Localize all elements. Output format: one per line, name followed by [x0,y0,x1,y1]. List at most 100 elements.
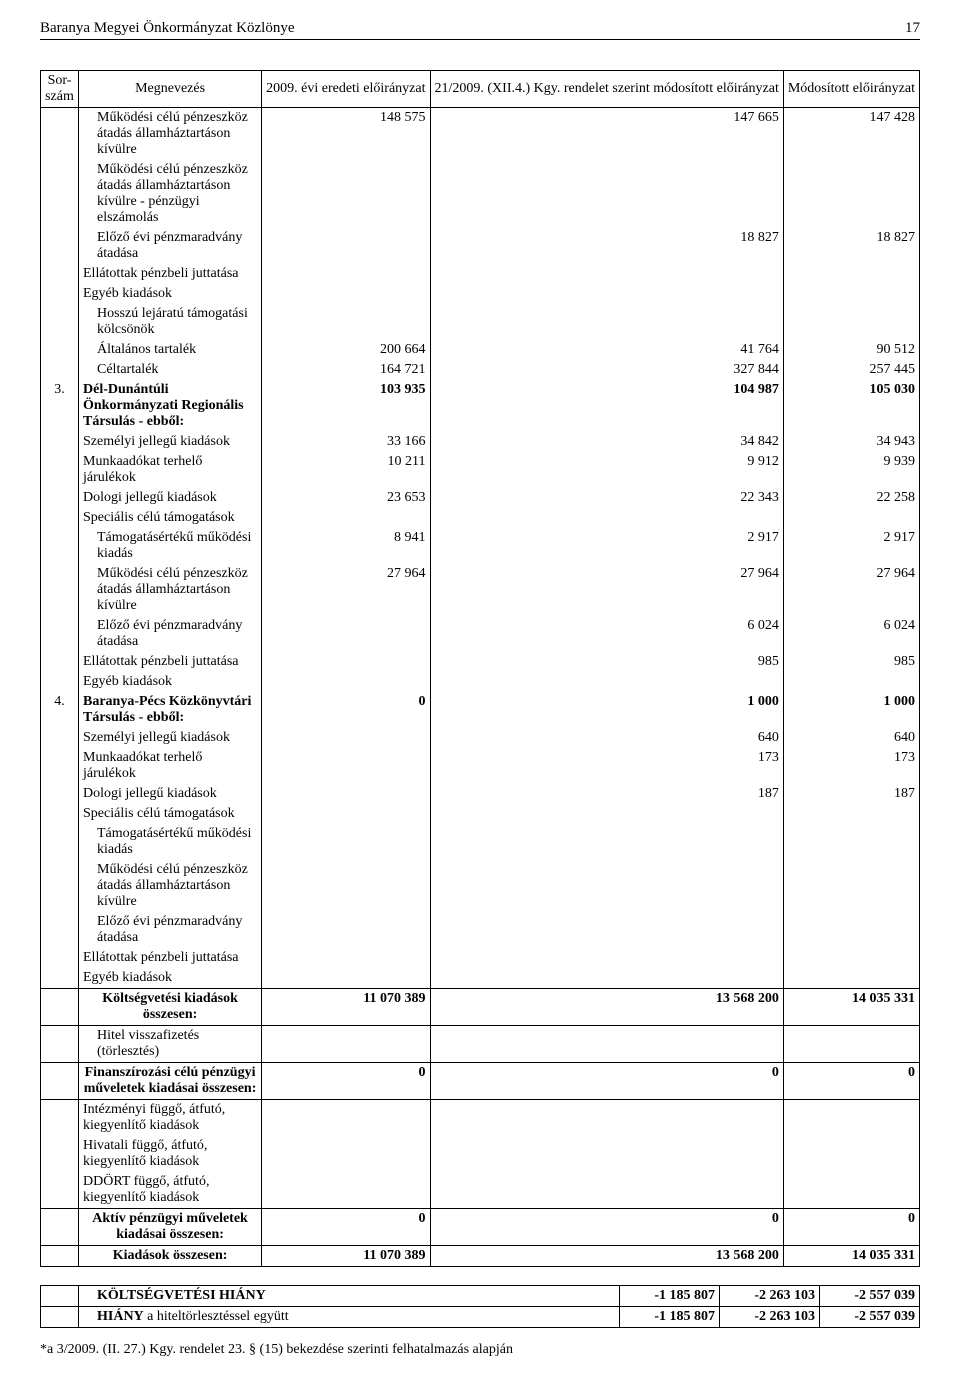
summary-row: Kiadások összesen:11 070 38913 568 20014… [41,1246,920,1267]
row-label: Személyi jellegű kiadások [79,432,262,452]
row-value: 0 [262,692,430,728]
footnote: *a 3/2009. (II. 27.) Kgy. rendelet 23. §… [40,1342,920,1358]
row-value [430,508,783,528]
row-value: 0 [430,1209,783,1246]
row-value: 0 [430,1063,783,1100]
row-sorszam [41,1136,79,1172]
row-sorszam [41,1063,79,1100]
row-value [262,160,430,228]
row-label: Speciális célú támogatások [79,508,262,528]
row-label: DDÖRT függő, átfutó, kiegyenlítő kiadáso… [79,1172,262,1209]
row-value [783,912,919,948]
row-value [783,1172,919,1209]
row-value [262,1136,430,1172]
table-row: Előző évi pénzmaradvány átadása 6 0246 02… [41,616,920,652]
row-value [783,672,919,692]
row-label: Személyi jellegű kiadások [79,728,262,748]
row-label: Ellátottak pénzbeli juttatása [79,948,262,968]
row-value [783,968,919,989]
col-megnevezes: Megnevezés [79,71,262,108]
row-label: Egyéb kiadások [79,672,262,692]
table-row: Támogatásértékű működési kiadás [41,824,920,860]
row-sorszam [41,284,79,304]
row-value [783,804,919,824]
row-value: 13 568 200 [430,989,783,1026]
row-sorszam: 3. [41,380,79,432]
row-sorszam [41,616,79,652]
col-sorszam: Sor-szám [41,71,79,108]
row-value: 22 343 [430,488,783,508]
row-label: Ellátottak pénzbeli juttatása [79,264,262,284]
row-value [262,1100,430,1137]
row-label: Kiadások összesen: [79,1246,262,1267]
row-sorszam [41,912,79,948]
row-value: 6 024 [783,616,919,652]
row-value [783,824,919,860]
row-sorszam [41,228,79,264]
row-value: 1 000 [430,692,783,728]
row-value: 200 664 [262,340,430,360]
row-label: Előző évi pénzmaradvány átadása [79,228,262,264]
row-value [430,304,783,340]
col-modositott-rendelet: 21/2009. (XII.4.) Kgy. rendelet szerint … [430,71,783,108]
deficit-value: -1 185 807 [620,1307,720,1328]
row-value: 41 764 [430,340,783,360]
table-row: Személyi jellegű kiadások33 16634 84234 … [41,432,920,452]
row-value: 10 211 [262,452,430,488]
table-row: Egyéb kiadások [41,672,920,692]
row-value: 27 964 [430,564,783,616]
row-value [262,264,430,284]
row-value [430,264,783,284]
table-row: Dologi jellegű kiadások23 65322 34322 25… [41,488,920,508]
deficit-table: KÖLTSÉGVETÉSI HIÁNY-1 185 807-2 263 103-… [40,1285,920,1328]
table-row: Működési célú pénzeszköz átadás államház… [41,160,920,228]
row-value: 985 [783,652,919,672]
row-sorszam [41,804,79,824]
row-value [430,1172,783,1209]
row-label: Előző évi pénzmaradvány átadása [79,616,262,652]
row-sorszam [41,1100,79,1137]
row-value [262,824,430,860]
row-value [262,804,430,824]
row-value: 6 024 [430,616,783,652]
row-value: 0 [262,1209,430,1246]
row-value: 11 070 389 [262,989,430,1026]
row-value: 34 842 [430,432,783,452]
summary-row: Hivatali függő, átfutó, kiegyenlítő kiad… [41,1136,920,1172]
row-label: Finanszírozási célú pénzügyi műveletek k… [79,1063,262,1100]
row-sorszam [41,672,79,692]
row-sorszam [41,784,79,804]
row-value: 103 935 [262,380,430,432]
row-value: 34 943 [783,432,919,452]
row-value: 148 575 [262,108,430,161]
row-label: Intézményi függő, átfutó, kiegyenlítő ki… [79,1100,262,1137]
row-value [430,968,783,989]
table-row: Dologi jellegű kiadások187187 [41,784,920,804]
table-row: Előző évi pénzmaradvány átadása18 82718 … [41,228,920,264]
row-value: 0 [262,1063,430,1100]
deficit-value: -2 557 039 [820,1286,920,1307]
row-value [783,284,919,304]
row-value [783,160,919,228]
row-label: Céltartalék [79,360,262,380]
row-label: Munkaadókat terhelő járulékok [79,452,262,488]
row-value: 985 [430,652,783,672]
table-row: Előző évi pénzmaradvány átadása [41,912,920,948]
row-sorszam [41,1246,79,1267]
row-label: Dologi jellegű kiadások [79,488,262,508]
row-value [430,1136,783,1172]
row-value: 11 070 389 [262,1246,430,1267]
table-row: Működési célú pénzeszköz átadás államház… [41,860,920,912]
row-sorszam: 4. [41,692,79,728]
row-label: Működési célú pénzeszköz átadás államház… [79,860,262,912]
table-row: Egyéb kiadások [41,284,920,304]
row-value [262,652,430,672]
row-label: Működési célú pénzeszköz átadás államház… [79,160,262,228]
table-row: Működési célú pénzeszköz átadás államház… [41,564,920,616]
summary-row: DDÖRT függő, átfutó, kiegyenlítő kiadáso… [41,1172,920,1209]
row-sorszam [41,824,79,860]
row-value: 147 428 [783,108,919,161]
budget-table: Sor-szám Megnevezés 2009. évi eredeti el… [40,70,920,1267]
row-label: Speciális célú támogatások [79,804,262,824]
row-value [430,804,783,824]
